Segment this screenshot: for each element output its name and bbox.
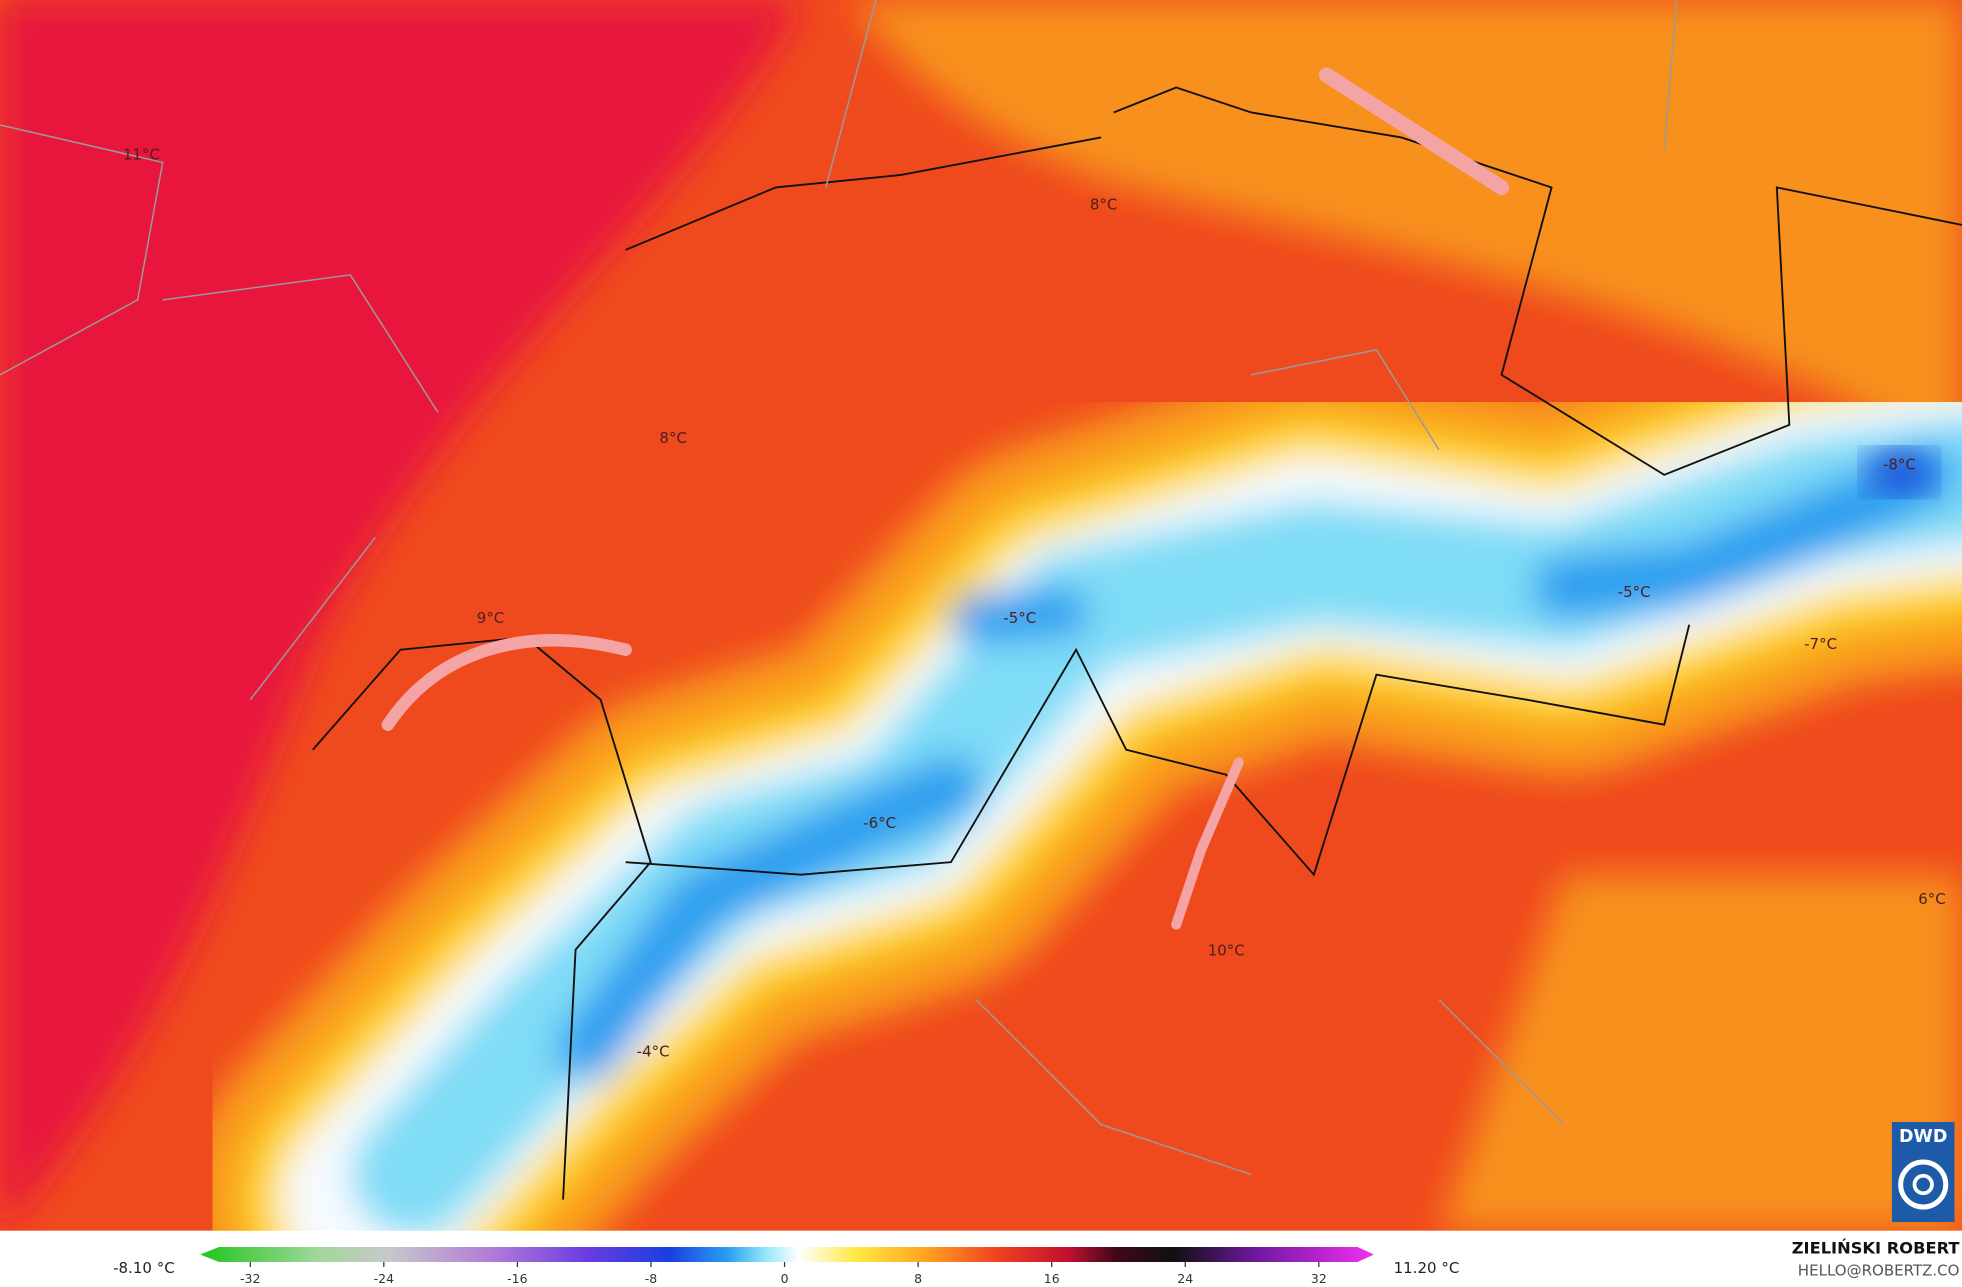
- colorbar-ticks: -32 -24 -16 -8 0 8 16 24 32: [240, 1262, 1327, 1286]
- colorbar-tick-label: 8: [914, 1271, 922, 1286]
- temperature-label: -8°C: [1883, 455, 1916, 473]
- colorbar-tick-label: 16: [1044, 1271, 1060, 1286]
- temperature-label: 11°C: [123, 145, 160, 163]
- temperature-label: -7°C: [1804, 635, 1837, 653]
- colorbar-tick-label: -24: [374, 1271, 394, 1286]
- temperature-label: -4°C: [637, 1043, 670, 1061]
- colorbar-tick-label: -16: [507, 1271, 527, 1286]
- colorbar-tick-label: -32: [240, 1271, 260, 1286]
- temperature-label: -6°C: [863, 814, 896, 832]
- temperature-label: 8°C: [659, 429, 687, 447]
- temperature-label: -5°C: [1618, 583, 1651, 601]
- max-label: 11.20 °C: [1394, 1259, 1460, 1277]
- colorbar-tick-label: 32: [1311, 1271, 1327, 1286]
- temperature-label: -5°C: [1003, 609, 1036, 627]
- colorbar-tick-label: 0: [781, 1271, 789, 1286]
- logo: DWD: [1891, 1122, 1955, 1223]
- temperature-label: 6°C: [1918, 890, 1946, 908]
- min-label: -8.10 °C: [113, 1259, 175, 1277]
- colorbar-tick-label: -8: [645, 1271, 658, 1286]
- colorbar-tick-label: 24: [1177, 1271, 1193, 1286]
- logo-text: DWD: [1899, 1127, 1947, 1147]
- temperature-label: 10°C: [1208, 941, 1245, 959]
- temperature-label: 9°C: [477, 609, 505, 627]
- temperature-labels: 11°C 8°C 8°C 9°C -5°C -6°C -4°C 10°C -5°C -8°C -7°…: [123, 145, 1946, 1060]
- credit-contact: HELLO@ROBERTZ.CO: [1798, 1262, 1960, 1280]
- temperature-label: 8°C: [1090, 195, 1118, 213]
- colorbar: [200, 1247, 1374, 1263]
- credit-name: ZIELIŃSKI ROBERT: [1792, 1238, 1960, 1257]
